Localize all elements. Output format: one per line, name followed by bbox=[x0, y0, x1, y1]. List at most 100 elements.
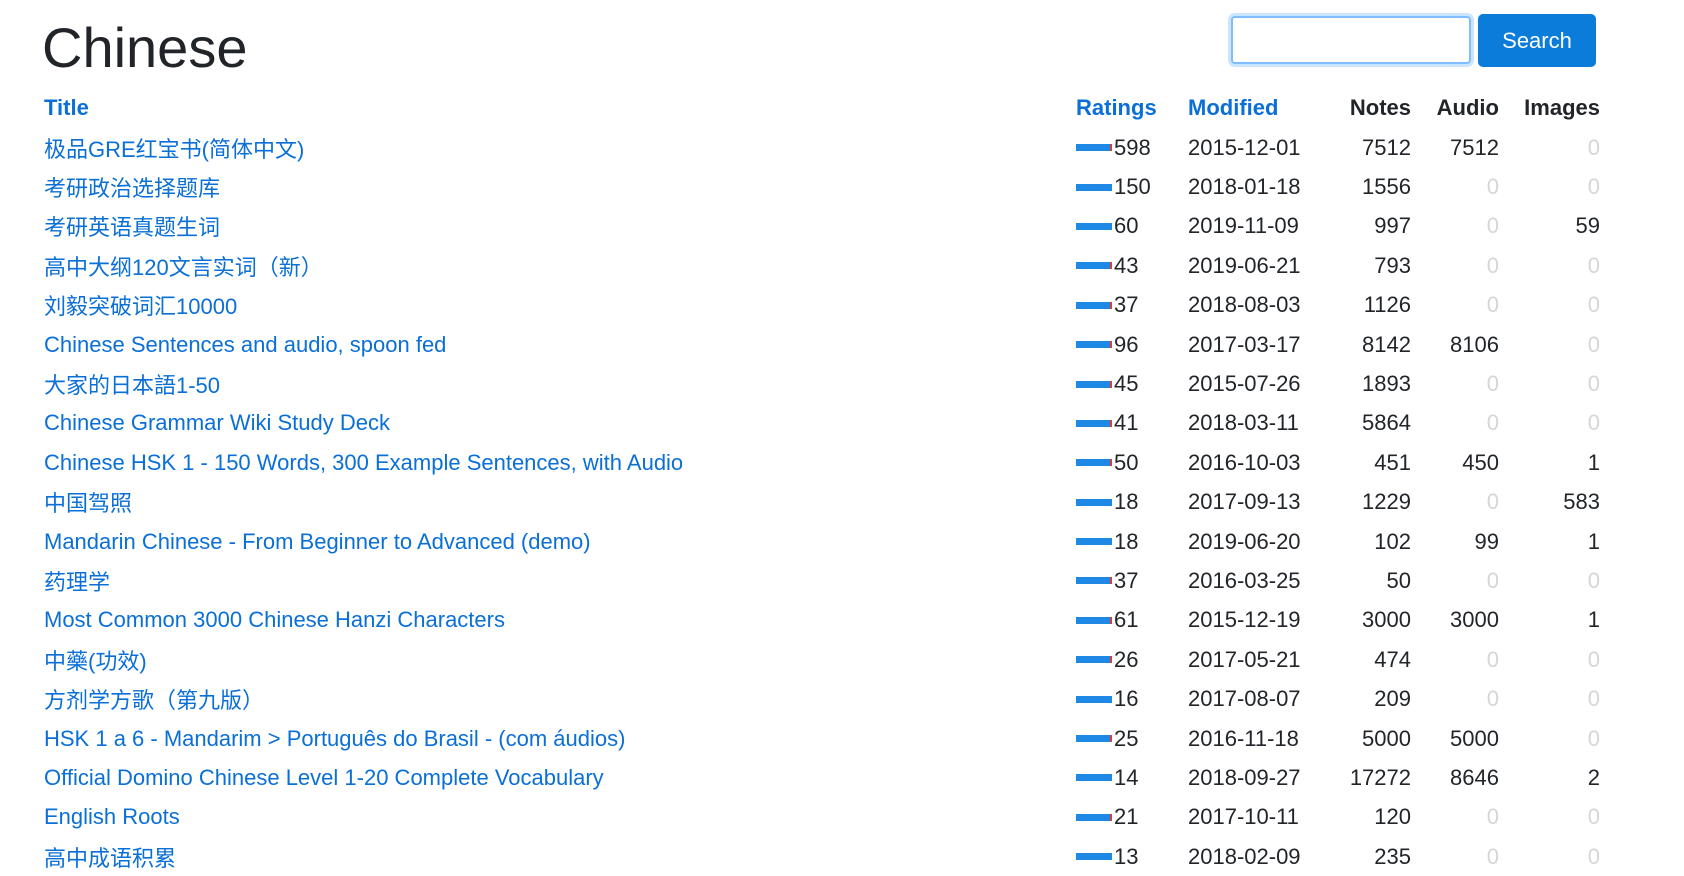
notes-count: 793 bbox=[1374, 252, 1411, 278]
deck-title-link[interactable]: 高中大纲120文言实词（新） bbox=[44, 254, 323, 280]
modified-date: 2019-06-21 bbox=[1188, 252, 1301, 278]
modified-date: 2015-07-26 bbox=[1188, 371, 1301, 397]
deck-title-link[interactable]: Chinese HSK 1 - 150 Words, 300 Example S… bbox=[44, 449, 684, 475]
deck-title-link[interactable]: Mandarin Chinese - From Beginner to Adva… bbox=[44, 528, 591, 554]
deck-title-cell: Official Domino Chinese Level 1-20 Compl… bbox=[44, 758, 1076, 797]
modified-date: 2017-03-17 bbox=[1188, 331, 1301, 357]
notes-count: 1893 bbox=[1362, 371, 1411, 397]
modified-date: 2018-03-11 bbox=[1188, 410, 1299, 436]
table-row: 极品GRE红宝书(简体中文) 598 2015-12-01 7512 7512 0 bbox=[44, 128, 1600, 167]
rating-wrapper: 60 bbox=[1076, 213, 1186, 239]
modified-date: 2018-01-18 bbox=[1188, 174, 1301, 200]
deck-title-cell: English Roots bbox=[44, 798, 1076, 837]
rating-bar bbox=[1076, 301, 1112, 309]
deck-title-link[interactable]: Chinese Sentences and audio, spoon fed bbox=[44, 331, 447, 357]
rating-count: 96 bbox=[1114, 331, 1139, 357]
images-count: 59 bbox=[1575, 213, 1600, 239]
table-row: 高中大纲120文言实词（新） 43 2019-06-21 793 0 0 bbox=[44, 246, 1600, 285]
rating-bar bbox=[1076, 577, 1112, 585]
rating-bar-negative bbox=[1110, 144, 1112, 152]
modified-date: 2016-03-25 bbox=[1188, 567, 1301, 593]
search-button[interactable]: Search bbox=[1478, 14, 1596, 67]
rating-wrapper: 150 bbox=[1076, 174, 1186, 200]
ratings-sort-link[interactable]: Ratings bbox=[1076, 95, 1157, 120]
deck-title-link[interactable]: Official Domino Chinese Level 1-20 Compl… bbox=[44, 764, 604, 790]
deck-title-link[interactable]: 极品GRE红宝书(简体中文) bbox=[44, 136, 305, 162]
search-input[interactable] bbox=[1231, 16, 1471, 64]
images-header-label: Images bbox=[1524, 95, 1600, 120]
rating-count: 18 bbox=[1114, 528, 1139, 554]
audio-count: 0 bbox=[1486, 686, 1499, 712]
rating-bar-negative bbox=[1110, 656, 1112, 664]
images-count: 1 bbox=[1587, 607, 1600, 633]
rating-cell: 60 bbox=[1076, 207, 1186, 246]
rating-bar bbox=[1076, 774, 1112, 782]
deck-table: Title Ratings Modified Notes Audio Image… bbox=[44, 88, 1600, 876]
rating-bar bbox=[1076, 813, 1112, 821]
deck-title-link[interactable]: Most Common 3000 Chinese Hanzi Character… bbox=[44, 607, 505, 633]
deck-title-cell: 高中成语积累 bbox=[44, 837, 1076, 876]
audio-count: 0 bbox=[1486, 489, 1499, 515]
images-count: 1 bbox=[1587, 449, 1600, 475]
title-header[interactable]: Title bbox=[44, 88, 1076, 128]
modified-sort-link[interactable]: Modified bbox=[1188, 95, 1279, 120]
notes-header: Notes bbox=[1316, 88, 1411, 128]
rating-wrapper: 25 bbox=[1076, 726, 1186, 752]
rating-wrapper: 96 bbox=[1076, 332, 1186, 358]
deck-title-cell: Mandarin Chinese - From Beginner to Adva… bbox=[44, 522, 1076, 561]
deck-title-link[interactable]: English Roots bbox=[44, 804, 180, 830]
rating-bar-negative bbox=[1110, 459, 1112, 467]
images-count: 1 bbox=[1587, 528, 1600, 554]
images-count: 0 bbox=[1587, 804, 1600, 830]
rating-wrapper: 45 bbox=[1076, 371, 1186, 397]
rating-cell: 18 bbox=[1076, 522, 1186, 561]
rating-bar-negative bbox=[1110, 616, 1112, 624]
rating-wrapper: 43 bbox=[1076, 253, 1186, 279]
deck-title-cell: 中国驾照 bbox=[44, 483, 1076, 522]
rating-cell: 150 bbox=[1076, 167, 1186, 206]
rating-wrapper: 50 bbox=[1076, 450, 1186, 476]
page-title: Chinese bbox=[42, 16, 248, 79]
table-row: Chinese Sentences and audio, spoon fed 96… bbox=[44, 325, 1600, 364]
deck-title-link[interactable]: 考研英语真题生词 bbox=[44, 215, 221, 241]
deck-title-link[interactable]: 中国驾照 bbox=[44, 491, 133, 517]
modified-date: 2016-10-03 bbox=[1188, 449, 1301, 475]
rating-count: 61 bbox=[1114, 607, 1139, 633]
modified-date: 2016-11-18 bbox=[1188, 725, 1299, 751]
notes-count: 50 bbox=[1386, 567, 1411, 593]
audio-count: 0 bbox=[1486, 567, 1499, 593]
rating-cell: 43 bbox=[1076, 246, 1186, 285]
deck-title-link[interactable]: Chinese Grammar Wiki Study Deck bbox=[44, 410, 390, 436]
notes-count: 1229 bbox=[1362, 489, 1411, 515]
rating-wrapper: 37 bbox=[1076, 568, 1186, 594]
title-sort-link[interactable]: Title bbox=[44, 95, 89, 120]
deck-title-link[interactable]: HSK 1 a 6 - Mandarim > Português do Bras… bbox=[44, 725, 626, 751]
table-row: English Roots 21 2017-10-11 120 0 0 bbox=[44, 798, 1600, 837]
audio-count: 5000 bbox=[1450, 725, 1499, 751]
images-count: 0 bbox=[1587, 843, 1600, 869]
deck-title-link[interactable]: 考研政治选择题库 bbox=[44, 176, 221, 202]
rating-cell: 14 bbox=[1076, 758, 1186, 797]
deck-title-link[interactable]: 方剂学方歌（第九版） bbox=[44, 688, 265, 714]
modified-date: 2018-08-03 bbox=[1188, 292, 1301, 318]
deck-title-link[interactable]: 药理学 bbox=[44, 569, 111, 595]
audio-count: 7512 bbox=[1450, 134, 1499, 160]
rating-bar bbox=[1076, 183, 1112, 191]
images-count: 0 bbox=[1587, 371, 1600, 397]
deck-title-link[interactable]: 中藥(功效) bbox=[44, 648, 147, 674]
notes-count: 209 bbox=[1374, 686, 1411, 712]
ratings-header[interactable]: Ratings bbox=[1076, 88, 1186, 128]
images-count: 583 bbox=[1563, 489, 1600, 515]
deck-title-cell: 考研政治选择题库 bbox=[44, 167, 1076, 206]
rating-bar bbox=[1076, 341, 1112, 349]
notes-count: 235 bbox=[1374, 843, 1411, 869]
rating-cell: 598 bbox=[1076, 128, 1186, 167]
table-row: 中国驾照 18 2017-09-13 1229 0 583 bbox=[44, 483, 1600, 522]
deck-title-link[interactable]: 刘毅突破词汇10000 bbox=[44, 294, 238, 320]
deck-title-link[interactable]: 高中成语积累 bbox=[44, 845, 177, 871]
deck-title-link[interactable]: 大家的日本語1-50 bbox=[44, 373, 221, 399]
modified-header[interactable]: Modified bbox=[1186, 88, 1316, 128]
deck-title-cell: 方剂学方歌（第九版） bbox=[44, 679, 1076, 718]
table-row: 高中成语积累 13 2018-02-09 235 0 0 bbox=[44, 837, 1600, 876]
rating-bar-negative bbox=[1110, 262, 1112, 270]
